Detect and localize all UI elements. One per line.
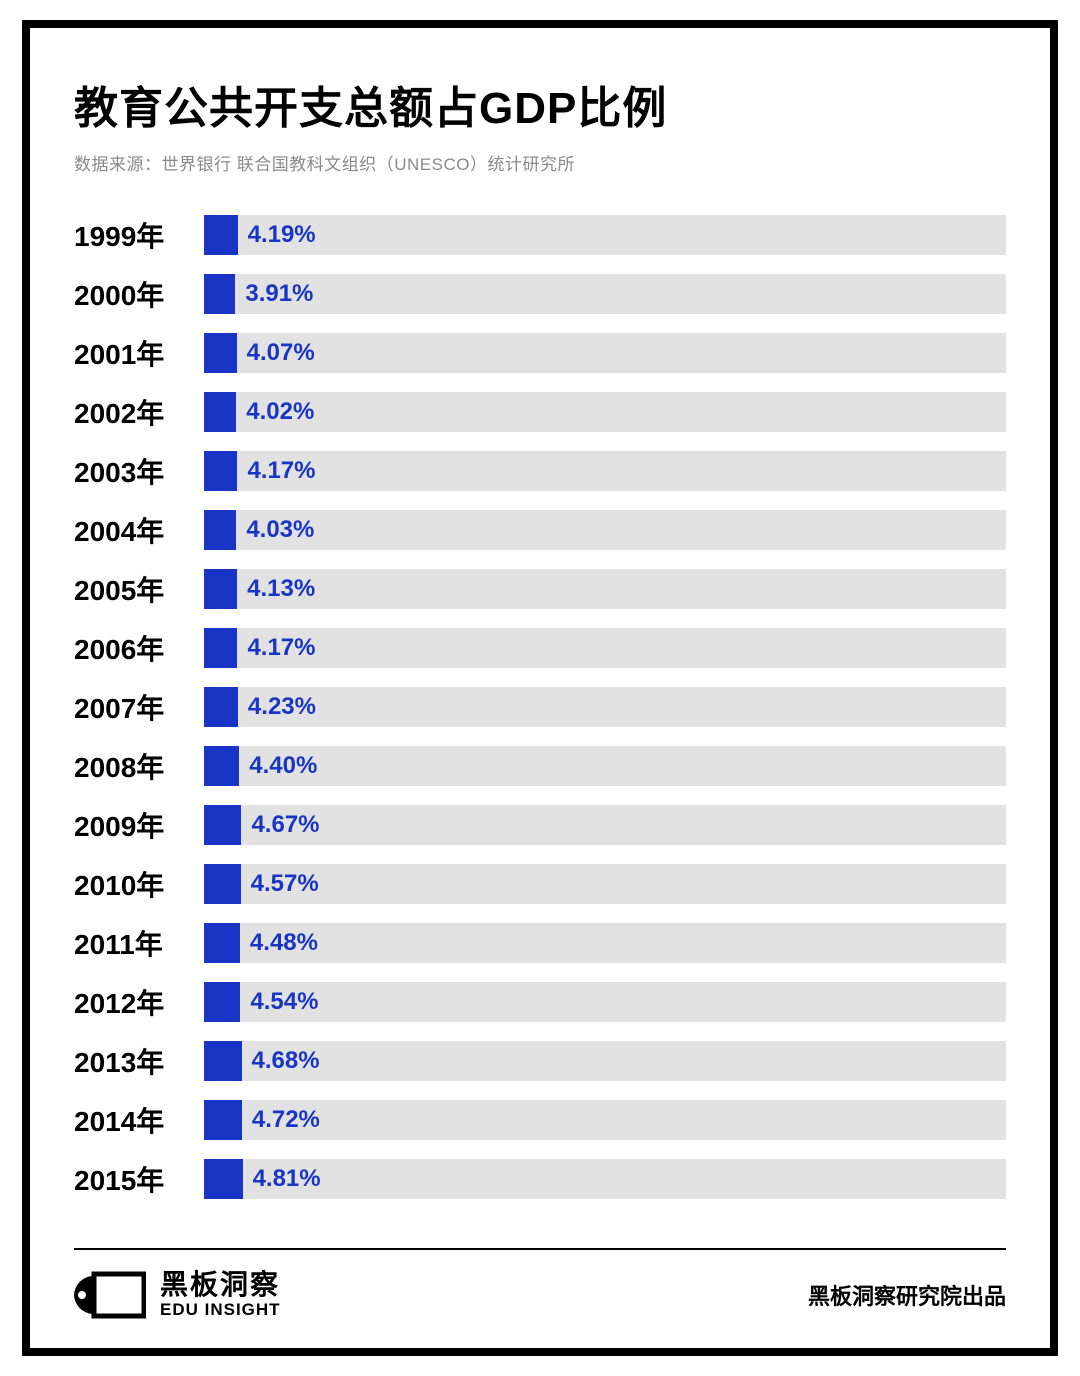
- value-label: 4.13%: [247, 575, 315, 603]
- year-label: 2012年: [74, 982, 204, 1022]
- value-label: 4.40%: [249, 752, 317, 780]
- chart-row: 2006年 4.17%: [74, 626, 1006, 670]
- bar-fill: [204, 746, 239, 786]
- chart-title: 教育公共开支总额占GDP比例: [74, 72, 1006, 136]
- chart-row: 2007年 4.23%: [74, 685, 1006, 729]
- logo-text: 黑板洞察 EDU INSIGHT: [160, 1270, 281, 1319]
- value-label: 4.17%: [247, 634, 315, 662]
- value-label: 4.19%: [248, 221, 316, 249]
- chart-row: 2004年 4.03%: [74, 508, 1006, 552]
- bar-track: 4.03%: [204, 510, 1006, 550]
- year-label: 2006年: [74, 628, 204, 668]
- bar-track: 4.02%: [204, 392, 1006, 432]
- chart-row: 2008年 4.40%: [74, 744, 1006, 788]
- chart-source: 数据来源：世界银行 联合国教科文组织（UNESCO）统计研究所: [74, 150, 1006, 175]
- year-label: 2009年: [74, 805, 204, 845]
- bar-fill: [204, 1041, 242, 1081]
- bar-track: 3.91%: [204, 274, 1006, 314]
- value-label: 4.54%: [250, 988, 318, 1016]
- bar-fill: [204, 687, 238, 727]
- bar-track: 4.23%: [204, 687, 1006, 727]
- bar-fill: [204, 864, 241, 904]
- chart-frame: 教育公共开支总额占GDP比例 数据来源：世界银行 联合国教科文组织（UNESCO…: [22, 20, 1058, 1356]
- value-label: 3.91%: [245, 280, 313, 308]
- bar-track: 4.81%: [204, 1159, 1006, 1199]
- bar-track: 4.48%: [204, 923, 1006, 963]
- bar-track: 4.72%: [204, 1100, 1006, 1140]
- bar-fill: [204, 628, 237, 668]
- bar-track: 4.57%: [204, 864, 1006, 904]
- bar-fill: [204, 510, 236, 550]
- eye-board-icon: [74, 1270, 146, 1320]
- bar-fill: [204, 392, 236, 432]
- bar-fill: [204, 333, 237, 373]
- year-label: 1999年: [74, 215, 204, 255]
- bar-fill: [204, 1100, 242, 1140]
- bar-fill: [204, 923, 240, 963]
- bar-track: 4.07%: [204, 333, 1006, 373]
- bar-fill: [204, 215, 238, 255]
- bar-track: 4.17%: [204, 628, 1006, 668]
- year-label: 2015年: [74, 1159, 204, 1199]
- year-label: 2010年: [74, 864, 204, 904]
- year-label: 2000年: [74, 274, 204, 314]
- bar-fill: [204, 451, 237, 491]
- footer: 黑板洞察 EDU INSIGHT 黑板洞察研究院出品: [74, 1270, 1006, 1320]
- value-label: 4.48%: [250, 929, 318, 957]
- value-label: 4.57%: [251, 870, 319, 898]
- value-label: 4.81%: [253, 1165, 321, 1193]
- bar-fill: [204, 274, 235, 314]
- logo-en: EDU INSIGHT: [160, 1301, 281, 1320]
- chart-row: 2005年 4.13%: [74, 567, 1006, 611]
- chart-row: 2012年 4.54%: [74, 980, 1006, 1024]
- value-label: 4.67%: [251, 811, 319, 839]
- value-label: 4.07%: [247, 339, 315, 367]
- bar-fill: [204, 569, 237, 609]
- year-label: 2014年: [74, 1100, 204, 1140]
- value-label: 4.17%: [247, 457, 315, 485]
- chart-row: 2010年 4.57%: [74, 862, 1006, 906]
- bar-fill: [204, 805, 241, 845]
- bar-fill: [204, 982, 240, 1022]
- year-label: 2007年: [74, 687, 204, 727]
- value-label: 4.72%: [252, 1106, 320, 1134]
- bar-track: 4.40%: [204, 746, 1006, 786]
- bar-chart: 1999年 4.19% 2000年 3.91% 2001年 4.07% 2002年 4.02%…: [74, 213, 1006, 1224]
- chart-row: 2003年 4.17%: [74, 449, 1006, 493]
- year-label: 2004年: [74, 510, 204, 550]
- chart-row: 2002年 4.02%: [74, 390, 1006, 434]
- value-label: 4.03%: [246, 516, 314, 544]
- chart-row: 2011年 4.48%: [74, 921, 1006, 965]
- logo-cn: 黑板洞察: [160, 1270, 281, 1301]
- footer-divider: [74, 1248, 1006, 1250]
- chart-row: 1999年 4.19%: [74, 213, 1006, 257]
- value-label: 4.23%: [248, 693, 316, 721]
- year-label: 2005年: [74, 569, 204, 609]
- bar-track: 4.67%: [204, 805, 1006, 845]
- chart-row: 2014年 4.72%: [74, 1098, 1006, 1142]
- year-label: 2001年: [74, 333, 204, 373]
- year-label: 2011年: [74, 923, 204, 963]
- bar-track: 4.19%: [204, 215, 1006, 255]
- chart-row: 2001年 4.07%: [74, 331, 1006, 375]
- year-label: 2003年: [74, 451, 204, 491]
- bar-fill: [204, 1159, 243, 1199]
- value-label: 4.68%: [252, 1047, 320, 1075]
- bar-track: 4.54%: [204, 982, 1006, 1022]
- bar-track: 4.17%: [204, 451, 1006, 491]
- bar-track: 4.13%: [204, 569, 1006, 609]
- value-label: 4.02%: [246, 398, 314, 426]
- bar-track: 4.68%: [204, 1041, 1006, 1081]
- footer-credit: 黑板洞察研究院出品: [808, 1279, 1006, 1311]
- year-label: 2008年: [74, 746, 204, 786]
- year-label: 2002年: [74, 392, 204, 432]
- chart-row: 2000年 3.91%: [74, 272, 1006, 316]
- chart-row: 2009年 4.67%: [74, 803, 1006, 847]
- logo-block: 黑板洞察 EDU INSIGHT: [74, 1270, 281, 1320]
- chart-row: 2015年 4.81%: [74, 1157, 1006, 1201]
- chart-row: 2013年 4.68%: [74, 1039, 1006, 1083]
- year-label: 2013年: [74, 1041, 204, 1081]
